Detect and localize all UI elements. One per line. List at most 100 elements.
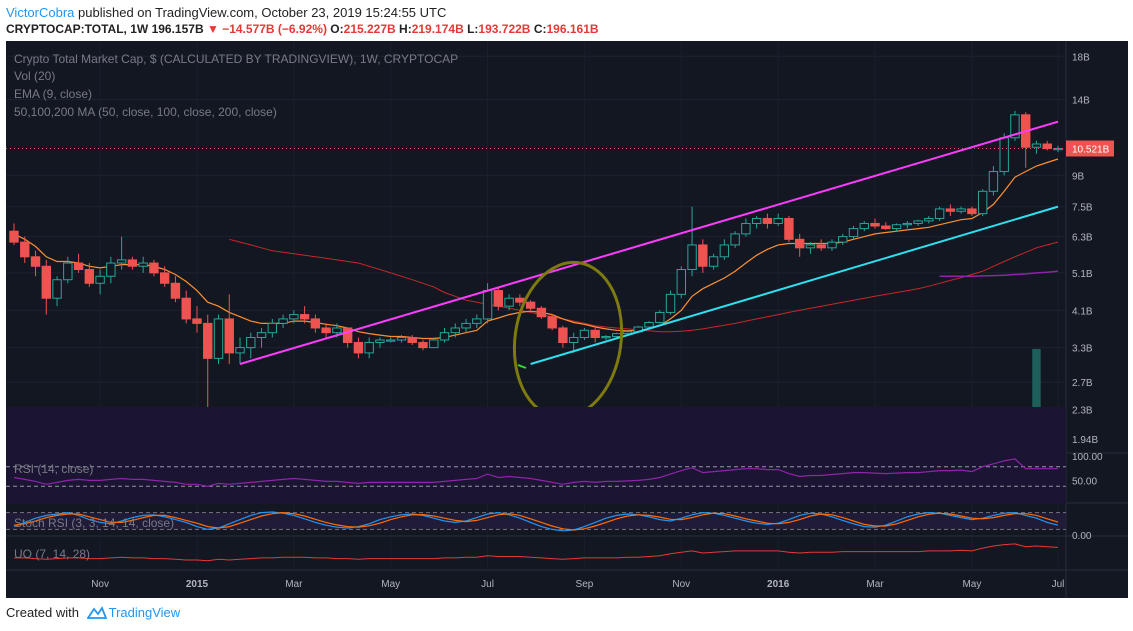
candle[interactable] (838, 236, 848, 243)
candle[interactable] (235, 347, 245, 354)
candle[interactable] (967, 208, 977, 215)
candle[interactable] (558, 327, 568, 343)
candle[interactable] (192, 318, 202, 324)
candle[interactable] (945, 208, 956, 212)
candle[interactable] (536, 307, 547, 318)
candle[interactable] (590, 329, 600, 339)
candle[interactable] (203, 322, 213, 359)
candle[interactable] (881, 225, 891, 230)
candle[interactable] (41, 265, 51, 299)
candle[interactable] (622, 331, 633, 335)
candle[interactable] (20, 241, 30, 258)
candle[interactable] (977, 190, 988, 215)
candle[interactable] (386, 339, 396, 342)
candle[interactable] (870, 222, 880, 227)
candle[interactable] (999, 137, 1009, 173)
candle[interactable] (310, 318, 321, 329)
candle[interactable] (784, 217, 794, 240)
candle[interactable] (762, 217, 773, 224)
candle[interactable] (773, 217, 783, 224)
candle[interactable] (429, 339, 439, 349)
candle[interactable] (375, 339, 385, 343)
candle[interactable] (95, 275, 105, 284)
candle[interactable] (84, 269, 95, 284)
candle[interactable] (138, 262, 148, 267)
candle[interactable] (170, 282, 181, 299)
candle[interactable] (461, 322, 471, 329)
candle[interactable] (224, 318, 234, 354)
candle[interactable] (730, 233, 740, 246)
candle[interactable] (579, 329, 590, 339)
candle[interactable] (805, 244, 816, 249)
uo-panel[interactable] (14, 543, 1059, 562)
candle[interactable] (407, 337, 417, 343)
candle[interactable] (342, 327, 353, 343)
candle[interactable] (450, 327, 460, 334)
candle[interactable] (924, 217, 934, 222)
candle[interactable] (913, 220, 923, 224)
candle[interactable] (644, 321, 654, 328)
candle[interactable] (256, 332, 267, 339)
candle[interactable] (848, 228, 859, 238)
candle[interactable] (396, 337, 407, 341)
candle[interactable] (246, 337, 256, 349)
candle[interactable] (299, 314, 310, 320)
candle[interactable] (52, 279, 62, 299)
candle[interactable] (9, 230, 19, 243)
candle[interactable] (988, 171, 999, 192)
support-line[interactable] (530, 205, 1059, 365)
candle[interactable] (1031, 143, 1042, 148)
candle[interactable] (698, 244, 708, 267)
candle[interactable] (289, 314, 299, 320)
candle[interactable] (665, 293, 676, 313)
candle[interactable] (751, 217, 762, 224)
candle[interactable] (859, 222, 869, 230)
candle[interactable] (353, 341, 364, 354)
candle[interactable] (213, 318, 224, 359)
rsi-panel[interactable]: 100.00 50.00 (6, 452, 1103, 488)
candle[interactable] (794, 238, 805, 249)
candle[interactable] (601, 336, 611, 339)
candle[interactable] (30, 256, 41, 267)
price-axis[interactable]: 18B 14B 9B 7.5B 6.3B 5.1B 4.1B 3.3B 2.7B 2.3B 1.94… (6, 41, 1114, 598)
candle[interactable] (687, 244, 697, 271)
author-link[interactable]: VictorCobra (6, 5, 75, 20)
candle[interactable] (568, 337, 579, 343)
candle[interactable] (321, 327, 331, 334)
stoch-rsi-panel[interactable]: 0.00 (6, 511, 1092, 542)
candle[interactable] (902, 222, 913, 226)
candle[interactable] (418, 341, 428, 349)
candle[interactable] (612, 333, 622, 338)
candle[interactable] (439, 332, 450, 341)
candle[interactable] (267, 322, 278, 334)
trend-lines[interactable] (239, 120, 1059, 365)
candles[interactable] (9, 110, 1063, 418)
candle[interactable] (73, 262, 84, 271)
candle[interactable] (181, 297, 191, 320)
candle[interactable] (741, 222, 751, 235)
candle[interactable] (159, 272, 170, 284)
candle[interactable] (547, 316, 557, 329)
candle[interactable] (149, 262, 159, 274)
candle[interactable] (827, 241, 837, 249)
time-axis[interactable]: Nov 2015 Mar May Jul Sep Nov 2016 Mar May Jul (91, 579, 1064, 590)
candle[interactable] (472, 318, 482, 324)
candle[interactable] (1010, 114, 1020, 139)
candle[interactable] (332, 327, 342, 334)
candle[interactable] (934, 208, 945, 219)
candle[interactable] (106, 262, 116, 277)
candle[interactable] (278, 318, 288, 324)
candle[interactable] (956, 208, 966, 212)
candle[interactable] (116, 259, 127, 264)
candle[interactable] (504, 297, 514, 307)
candle[interactable] (891, 224, 902, 230)
candle[interactable] (816, 244, 826, 249)
candle[interactable] (708, 256, 719, 267)
candle[interactable] (719, 244, 730, 258)
candle[interactable] (63, 262, 73, 281)
candle[interactable] (676, 269, 686, 295)
upper-channel-line[interactable] (239, 120, 1059, 365)
candle[interactable] (364, 341, 374, 354)
candle[interactable] (1042, 143, 1052, 150)
candle[interactable] (525, 301, 536, 309)
